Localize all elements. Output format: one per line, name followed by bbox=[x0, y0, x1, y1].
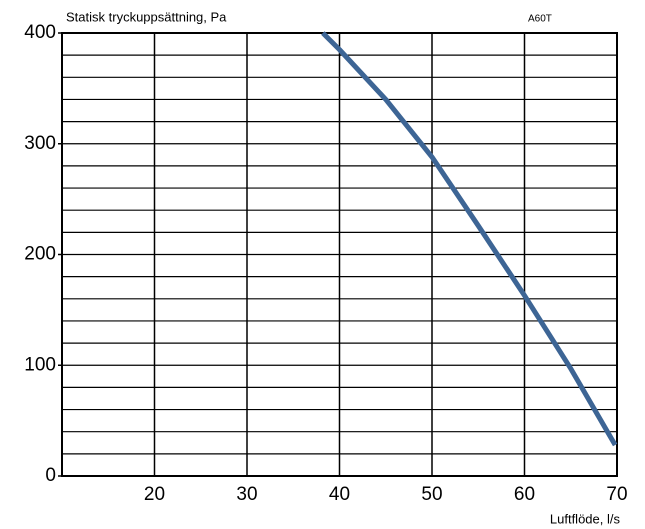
y-tick-label: 400 bbox=[24, 22, 56, 43]
y-tick-label: 200 bbox=[24, 244, 56, 265]
x-axis-label: Luftflöde, l/s bbox=[550, 511, 621, 526]
chart-title: Statisk tryckuppsättning, Pa bbox=[66, 9, 227, 24]
x-tick-label: 50 bbox=[421, 484, 442, 505]
y-tick-label: 100 bbox=[24, 354, 56, 375]
plot-border bbox=[61, 32, 618, 477]
y-tick-label: 300 bbox=[24, 133, 56, 154]
chart-subtitle: A60T bbox=[528, 14, 552, 25]
y-tick-label: 0 bbox=[45, 465, 56, 486]
x-tick-label: 70 bbox=[606, 484, 627, 505]
curve bbox=[321, 31, 618, 447]
x-tick-label: 30 bbox=[236, 484, 257, 505]
x-tick-label: 60 bbox=[514, 484, 535, 505]
x-tick-label: 20 bbox=[144, 484, 165, 505]
x-tick-label: 40 bbox=[329, 484, 350, 505]
